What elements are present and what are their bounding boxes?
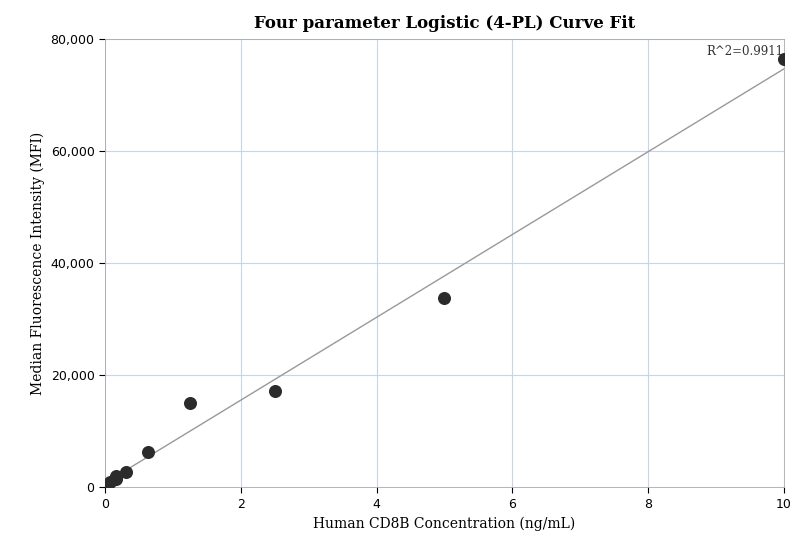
Point — [109, 474, 122, 483]
Point — [183, 399, 196, 408]
X-axis label: Human CD8B Concentration (ng/mL): Human CD8B Concentration (ng/mL) — [314, 516, 575, 530]
Y-axis label: Median Fluorescence Intensity (MFI): Median Fluorescence Intensity (MFI) — [31, 132, 45, 395]
Title: Four parameter Logistic (4-PL) Curve Fit: Four parameter Logistic (4-PL) Curve Fit — [254, 15, 635, 32]
Point — [141, 448, 154, 457]
Point — [109, 472, 122, 480]
Point — [268, 386, 281, 395]
Point — [104, 478, 117, 487]
Point — [438, 293, 451, 302]
Point — [120, 467, 133, 476]
Point — [777, 54, 790, 63]
Text: R^2=0.9911: R^2=0.9911 — [707, 45, 784, 58]
Point — [101, 480, 114, 489]
